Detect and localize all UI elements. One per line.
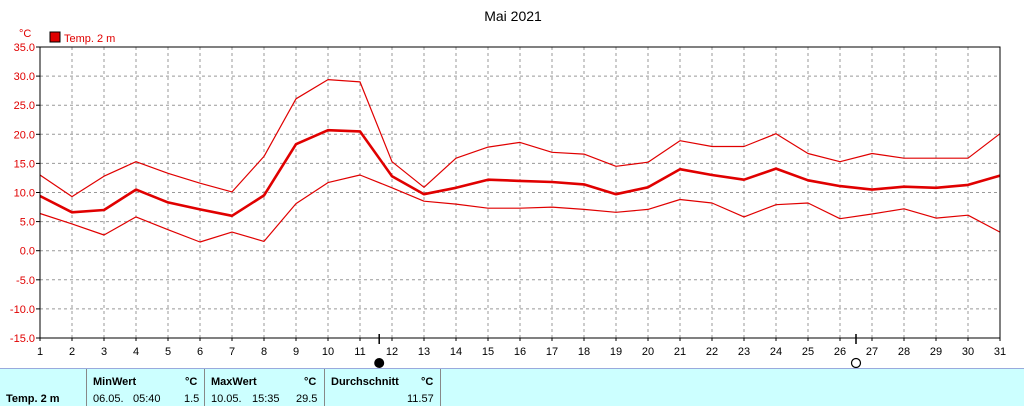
y-tick-label: 0.0 xyxy=(20,246,35,258)
statistics-bar: Temp. 2 m MinWert °C 06.05. 05:40 1.5 Ma… xyxy=(0,368,1024,406)
max-time: 15:35 xyxy=(252,393,280,405)
x-tick-label: 18 xyxy=(578,346,590,358)
x-tick-label: 20 xyxy=(642,346,654,358)
x-tick-label: 4 xyxy=(133,346,139,358)
average-cell: Durchschnitt °C 11.57 xyxy=(325,369,441,406)
average-unit: °C xyxy=(421,376,434,388)
x-tick-label: 16 xyxy=(514,346,526,358)
series-line-1 xyxy=(39,78,1001,198)
y-unit-label: °C xyxy=(19,28,31,40)
legend-label: Temp. 2 m xyxy=(64,33,115,45)
min-title: MinWert xyxy=(93,376,137,388)
footer-label-cell: Temp. 2 m xyxy=(0,369,87,406)
y-tick-label: 30.0 xyxy=(14,71,35,83)
y-tick-label: 35.0 xyxy=(14,42,35,54)
x-tick-label: 12 xyxy=(386,346,398,358)
x-tick-label: 31 xyxy=(994,346,1006,358)
x-tick-label: 28 xyxy=(898,346,910,358)
x-tick-label: 1 xyxy=(37,346,43,358)
x-tick-label: 9 xyxy=(293,346,299,358)
x-tick-label: 25 xyxy=(802,346,814,358)
y-tick-label: -10.0 xyxy=(10,304,35,316)
series-lines xyxy=(39,78,1001,243)
y-axis-ticks: 35.0 30.0 25.0 20.0 15.0 10.0 5.0 0.0 -5.0 -10.0 -… xyxy=(10,42,40,345)
x-tick-label: 14 xyxy=(450,346,462,358)
y-tick-label: 10.0 xyxy=(14,188,35,200)
series-line-3 xyxy=(39,174,1001,243)
x-tick-label: 6 xyxy=(197,346,203,358)
moon-phase-markers xyxy=(374,334,862,368)
chart-title: Mai 2021 xyxy=(484,8,542,24)
x-tick-label: 26 xyxy=(834,346,846,358)
x-tick-label: 7 xyxy=(229,346,235,358)
full-moon-icon xyxy=(850,357,862,368)
x-tick-label: 29 xyxy=(930,346,942,358)
series-line-2 xyxy=(39,128,1001,218)
x-tick-label: 21 xyxy=(674,346,686,358)
x-tick-label: 19 xyxy=(610,346,622,358)
max-title: MaxWert xyxy=(211,376,257,388)
min-unit: °C xyxy=(185,376,198,388)
plot-frame xyxy=(39,46,1001,339)
max-value: 29.5 xyxy=(296,393,318,405)
x-tick-label: 11 xyxy=(354,346,365,358)
min-value: 1.5 xyxy=(184,393,200,405)
x-tick-label: 15 xyxy=(482,346,494,358)
average-value: 11.57 xyxy=(407,393,434,405)
x-tick-label: 23 xyxy=(738,346,750,358)
x-axis-ticks: 1 2 3 4 5 6 7 8 9 10 11 12 13 14 15 16 17 18 19 20 21 22 23 24 2… xyxy=(37,338,1006,358)
x-tick-label: 13 xyxy=(418,346,430,358)
y-tick-label: -5.0 xyxy=(16,275,35,287)
min-time: 05:40 xyxy=(133,393,161,405)
max-unit: °C xyxy=(304,376,317,388)
x-tick-label: 30 xyxy=(962,346,974,358)
y-tick-label: 5.0 xyxy=(20,217,35,229)
x-tick-label: 24 xyxy=(770,346,782,358)
max-date: 10.05. xyxy=(211,393,242,405)
y-tick-label: 25.0 xyxy=(14,100,35,112)
y-tick-label: 20.0 xyxy=(14,129,35,141)
x-tick-label: 2 xyxy=(69,346,75,358)
x-tick-label: 8 xyxy=(261,346,267,358)
x-tick-label: 10 xyxy=(322,346,334,358)
min-cell: MinWert °C 06.05. 05:40 1.5 xyxy=(87,369,205,406)
x-tick-label: 5 xyxy=(165,346,171,358)
legend-swatch xyxy=(49,31,61,43)
x-tick-label: 3 xyxy=(101,346,107,358)
temperature-chart: Mai 2021 °C Temp. 2 m 35.030.025.020.015… xyxy=(10,8,1006,368)
min-date: 06.05. xyxy=(93,393,124,405)
y-tick-label: -15.0 xyxy=(10,333,35,345)
max-cell: MaxWert °C 10.05. 15:35 29.5 xyxy=(205,369,325,406)
y-tick-label: 15.0 xyxy=(14,158,35,170)
x-tick-label: 22 xyxy=(706,346,718,358)
footer-series-label: Temp. 2 m xyxy=(6,393,60,405)
x-tick-label: 27 xyxy=(866,346,878,358)
grid xyxy=(39,46,1001,339)
x-tick-label: 17 xyxy=(546,346,558,358)
new-moon-icon xyxy=(374,358,385,368)
average-title: Durchschnitt xyxy=(331,376,399,388)
